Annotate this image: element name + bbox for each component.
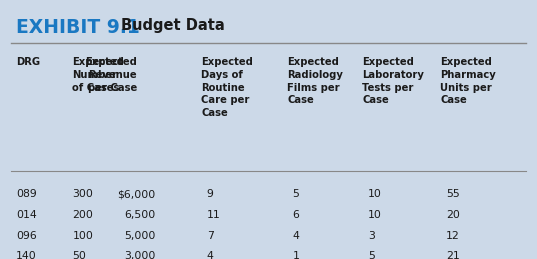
Text: Expected
Radiology
Films per
Case: Expected Radiology Films per Case	[287, 57, 343, 105]
Text: 4: 4	[293, 231, 300, 241]
Text: EXHIBIT 9.1: EXHIBIT 9.1	[16, 18, 140, 37]
Text: 5: 5	[293, 189, 300, 199]
Text: 096: 096	[16, 231, 37, 241]
Text: 089: 089	[16, 189, 37, 199]
Text: 4: 4	[207, 251, 214, 259]
Text: 1: 1	[293, 251, 300, 259]
Text: $6,000: $6,000	[118, 189, 156, 199]
Text: 20: 20	[446, 210, 460, 220]
Text: Expected
Revenue
per Case: Expected Revenue per Case	[85, 57, 137, 92]
Text: 7: 7	[207, 231, 214, 241]
Text: 10: 10	[368, 210, 382, 220]
Text: 55: 55	[446, 189, 460, 199]
Text: Expected
Pharmacy
Units per
Case: Expected Pharmacy Units per Case	[440, 57, 496, 105]
Text: Expected
Days of
Routine
Care per
Case: Expected Days of Routine Care per Case	[201, 57, 253, 118]
Text: 3,000: 3,000	[125, 251, 156, 259]
Text: DRG: DRG	[16, 57, 40, 67]
Text: 6,500: 6,500	[125, 210, 156, 220]
Text: 014: 014	[16, 210, 37, 220]
Text: Expected
Laboratory
Tests per
Case: Expected Laboratory Tests per Case	[362, 57, 424, 105]
Text: Budget Data: Budget Data	[121, 18, 224, 33]
Text: 3: 3	[368, 231, 375, 241]
Text: 5: 5	[368, 251, 375, 259]
Text: 5,000: 5,000	[125, 231, 156, 241]
Text: Expected
Number
of Cases: Expected Number of Cases	[72, 57, 125, 92]
Text: 12: 12	[446, 231, 460, 241]
Text: 10: 10	[368, 189, 382, 199]
Text: 50: 50	[72, 251, 86, 259]
Text: 21: 21	[446, 251, 460, 259]
Text: 300: 300	[72, 189, 93, 199]
Text: 11: 11	[207, 210, 221, 220]
Text: 200: 200	[72, 210, 93, 220]
Text: 9: 9	[207, 189, 214, 199]
Text: 6: 6	[293, 210, 300, 220]
Text: 140: 140	[16, 251, 37, 259]
Text: 100: 100	[72, 231, 93, 241]
